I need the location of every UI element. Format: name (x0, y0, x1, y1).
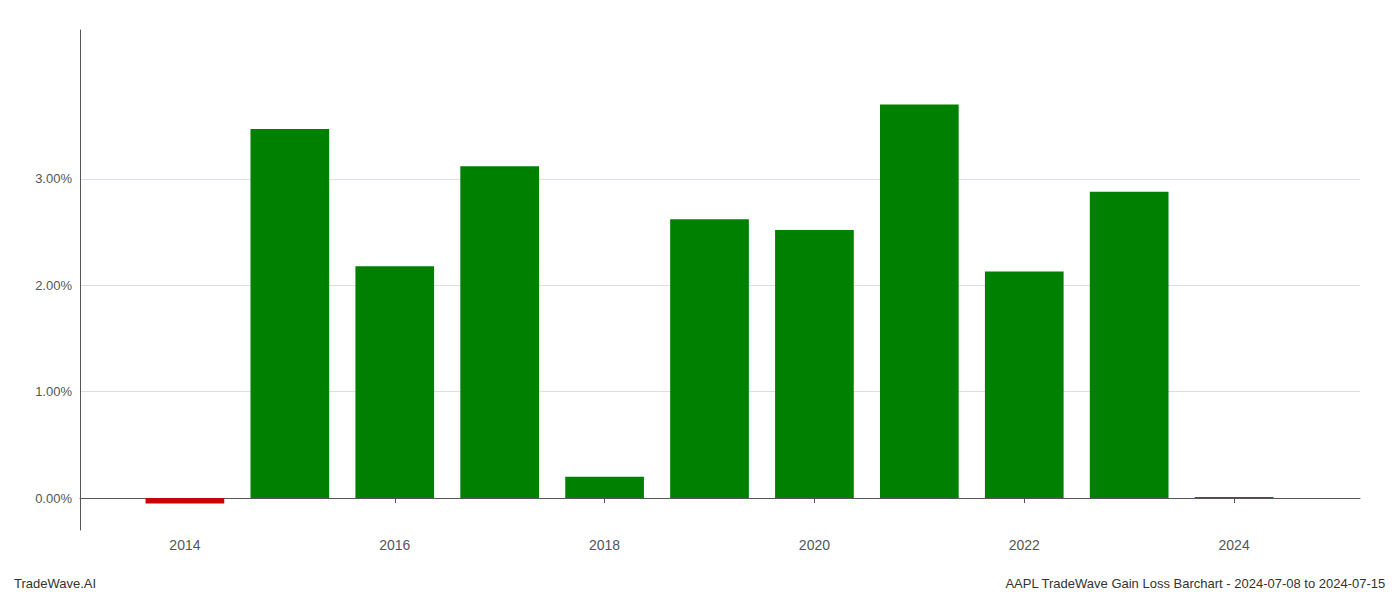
svg-text:2.00%: 2.00% (35, 278, 72, 293)
svg-text:2018: 2018 (589, 537, 620, 553)
svg-text:2024: 2024 (1219, 537, 1250, 553)
svg-text:AAPL TradeWave Gain Loss Barch: AAPL TradeWave Gain Loss Barchart - 2024… (1005, 576, 1385, 591)
svg-text:3.00%: 3.00% (35, 171, 72, 186)
svg-text:1.00%: 1.00% (35, 384, 72, 399)
svg-text:TradeWave.AI: TradeWave.AI (14, 576, 96, 591)
svg-text:2016: 2016 (379, 537, 410, 553)
svg-text:2014: 2014 (169, 537, 200, 553)
svg-text:2022: 2022 (1009, 537, 1040, 553)
svg-text:2020: 2020 (799, 537, 830, 553)
svg-text:0.00%: 0.00% (35, 491, 72, 506)
